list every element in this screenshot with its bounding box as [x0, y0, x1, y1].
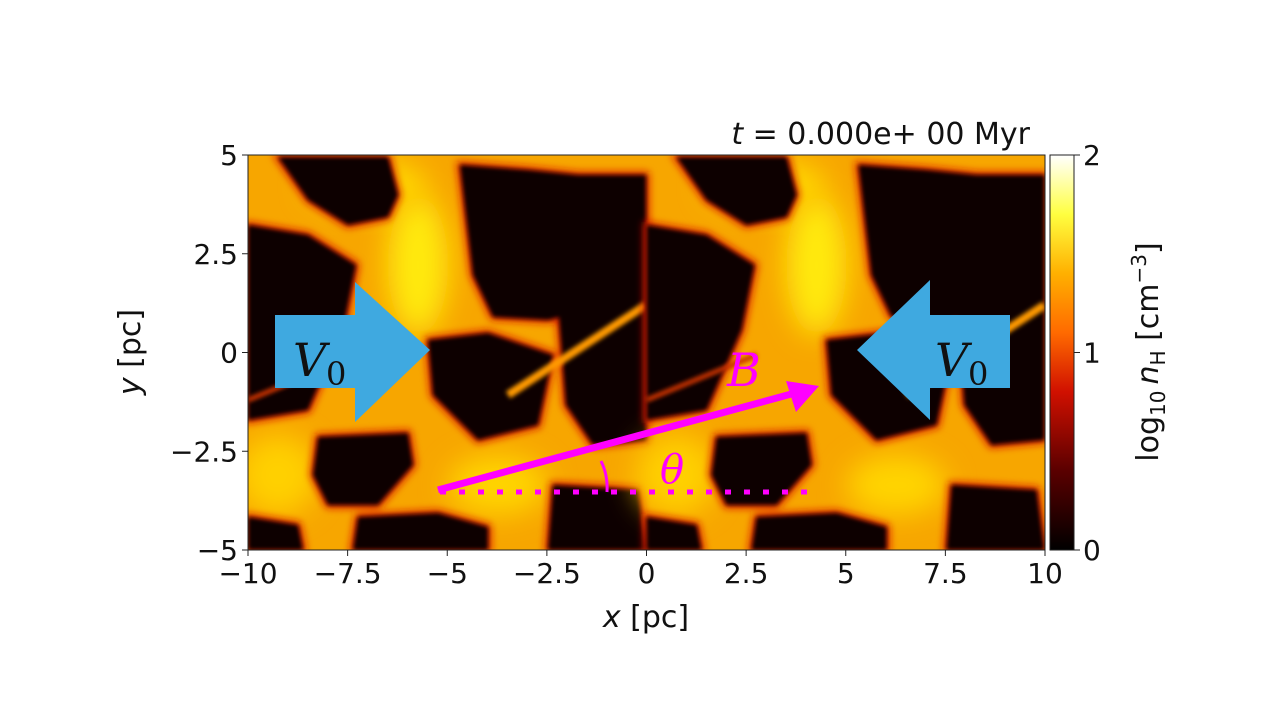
- colorbar-tick-label: 2: [1083, 139, 1101, 172]
- x-tick-label: 10: [1027, 557, 1063, 590]
- y-axis-ticks: 5 2.5 0 −2.5 −5: [170, 139, 248, 567]
- x-tick-label: 0: [638, 557, 656, 590]
- y-axis-label: y [pc]: [113, 309, 148, 396]
- velocity-right-sub: 0: [968, 355, 988, 393]
- colorbar-tick-label: 1: [1083, 337, 1101, 370]
- colorbar-ticks: 0 1 2: [1074, 139, 1101, 567]
- angle-arc: [599, 460, 609, 493]
- x-tick-label: −5: [427, 557, 468, 590]
- velocity-arrow-left: V 0: [275, 282, 430, 422]
- y-tick-label: 2.5: [193, 238, 238, 271]
- colorbar: [1049, 154, 1075, 551]
- velocity-right-label: V: [935, 333, 973, 387]
- field-arrow-shaft: [437, 389, 796, 494]
- x-tick-label: 2.5: [724, 557, 769, 590]
- field-arrowhead: [786, 381, 819, 412]
- y-tick-label: −2.5: [170, 435, 238, 468]
- angle-label: θ: [660, 447, 684, 493]
- x-axis-label: x [pc]: [602, 600, 689, 635]
- y-tick-label: −5: [197, 534, 238, 567]
- colorbar-label: log10nH [cm−3]: [1127, 242, 1170, 461]
- y-tick-label: 0: [220, 337, 238, 370]
- magnetic-field-arrow: B θ: [437, 343, 819, 495]
- velocity-left-label: V: [293, 333, 331, 387]
- x-tick-label: −10: [218, 557, 277, 590]
- x-axis-ticks: −10 −7.5 −5 −2.5 0 2.5 5 7.5 10: [218, 550, 1063, 590]
- field-label: B: [726, 343, 761, 397]
- x-tick-label: 7.5: [923, 557, 968, 590]
- y-tick-label: 5: [220, 139, 238, 172]
- chart-title: t = 0.000e+ 00 Myr: [731, 117, 1030, 152]
- velocity-arrow-right: V 0: [857, 280, 1010, 420]
- velocity-left-sub: 0: [326, 355, 346, 393]
- x-tick-label: 5: [837, 557, 855, 590]
- colorbar-tick-label: 0: [1083, 534, 1101, 567]
- x-tick-label: −7.5: [314, 557, 382, 590]
- x-tick-label: −2.5: [513, 557, 581, 590]
